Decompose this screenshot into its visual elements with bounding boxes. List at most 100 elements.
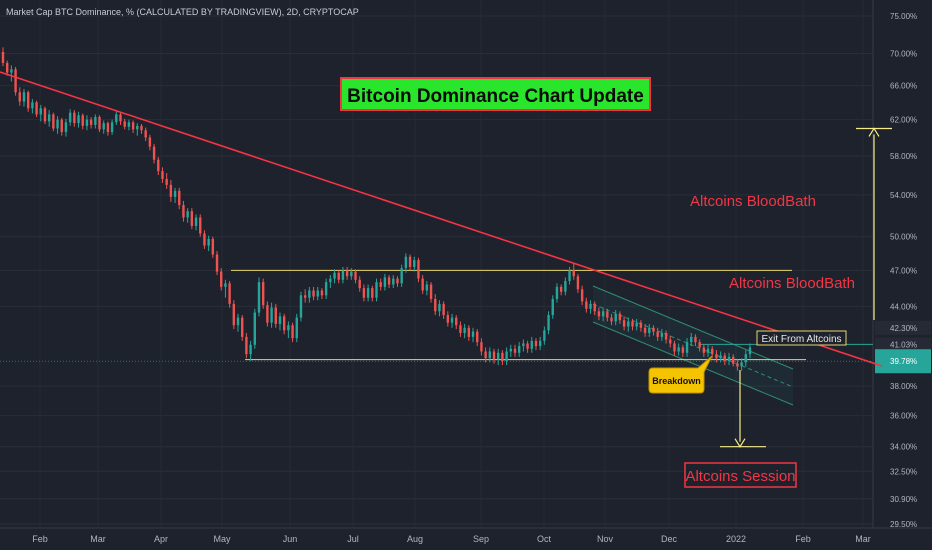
candle-body [350,271,353,277]
candle-body [677,347,680,352]
candle-body [291,325,294,339]
candle-body [564,280,567,292]
candle-body [102,123,105,130]
candle-body [287,325,290,331]
candle-body [152,146,156,160]
candle-body [648,327,651,333]
candle-body [618,313,622,321]
candle-body [706,348,710,353]
candle-body [471,331,475,337]
descending-trendline [0,71,883,367]
candle-body [580,289,584,302]
candle-body [257,282,261,313]
candle-body [392,278,395,285]
time-tick-label: 2022 [726,534,746,544]
candle-body [345,270,349,277]
title-box-text: Bitcoin Dominance Chart Update [347,86,644,107]
candle-body [585,301,588,309]
candle-body [199,217,202,234]
candle-body [396,278,399,284]
candle-body [211,238,215,255]
candle-body [639,322,643,328]
price-tick-label: 47.00% [890,266,917,275]
candle-body [47,114,51,122]
candle-body [543,330,546,341]
candle-body [94,117,97,125]
session-label-background [684,462,797,488]
candle-body [408,256,412,267]
candle-body [26,92,30,109]
time-tick-label: Sep [473,534,489,544]
candle-body [354,271,357,280]
candle-body [127,122,131,127]
candle-body [438,303,441,312]
candle-body [488,351,492,359]
candle-body [652,327,655,332]
candle-body [434,298,437,312]
candle-body [744,354,748,363]
candle-body [295,317,298,339]
drawings-front [0,71,892,448]
candle-body [530,340,533,349]
channel-lower-line [592,321,794,406]
candle-body [228,283,231,304]
candle-body [136,125,139,130]
candle-body [551,298,554,316]
candle-body [476,331,479,343]
candle-body [324,282,328,296]
price-tick-label: 41.03% [890,340,917,349]
price-tick-label: 75.00% [890,12,917,21]
price-axis[interactable]: 75.00% 70.00% 66.00% 62.00% 58.00% 54.00% 50.0… [872,0,931,529]
candle-body [320,290,324,296]
candle-body [39,108,42,115]
session-label-box[interactable]: Altcoins Session [684,462,797,488]
candle-body [186,211,189,218]
candle-body [413,260,416,267]
candle-body [664,332,668,340]
candle-body [190,211,194,226]
candle-body [299,295,303,318]
candle-body [358,279,361,289]
candle-body [341,270,345,280]
candle-body [182,205,185,218]
candle-body [232,303,236,326]
candle-body [144,130,147,138]
candle-body [513,348,517,353]
candle-body [497,352,500,360]
breakdown-callout[interactable]: Breakdown [648,355,713,394]
candle-body [572,270,575,277]
candle-body [115,114,118,123]
candle-body [371,288,374,298]
candle-body [698,342,701,348]
bloodbath-label-1: Altcoins BloodBath [690,193,816,210]
time-tick-label: May [213,534,231,544]
candle-body [555,286,559,299]
candle-body [43,108,47,122]
price-tick-label: 32.50% [890,467,917,476]
time-axis[interactable]: Feb Mar Apr May Jun Jul Aug Sep Oct Nov Dec 2022 Feb… [0,527,932,544]
exit-label-box[interactable]: Exit From Altcoins [756,330,847,346]
candle-body [165,178,168,185]
price-tick-label: 39.78% [890,357,917,366]
candle-body [278,316,282,324]
candle-body [442,303,445,316]
candle-body [517,346,521,353]
candle-body [89,119,93,125]
candle-body [593,303,596,312]
candle-body [60,119,63,133]
price-tick-label: 54.00% [890,191,917,200]
candle-body [522,343,525,347]
price-tick-label: 30.90% [890,495,917,504]
candle-body [669,339,672,344]
candle-body [31,102,34,109]
candle-body [35,102,38,115]
candle-body [68,112,72,123]
candle-body [379,282,382,287]
title-box[interactable]: Bitcoin Dominance Chart Update [340,77,651,111]
price-badge [875,337,931,352]
candle-body [18,92,21,102]
candle-body [711,348,714,355]
drawings-back [0,269,873,406]
candle-body [404,256,408,269]
